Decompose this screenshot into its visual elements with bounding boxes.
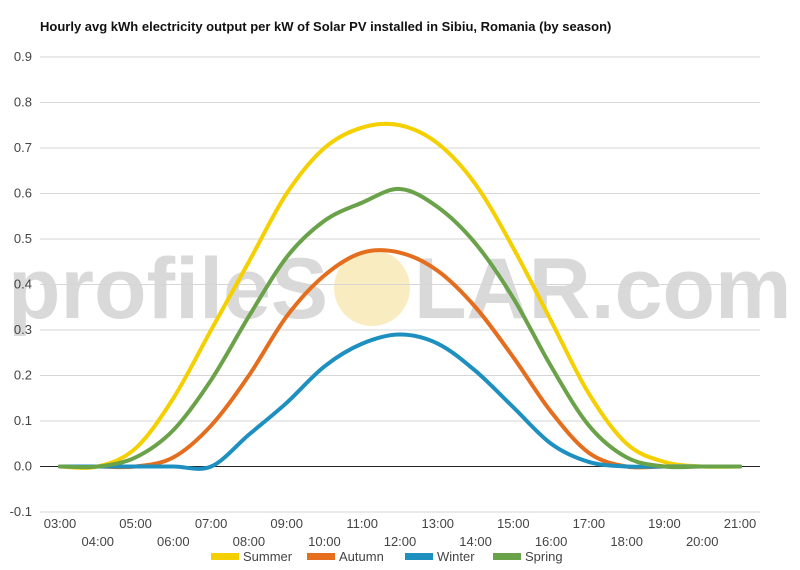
grid-lines [40, 56, 760, 513]
series-line-winter [58, 332, 742, 471]
series-line-summer [58, 121, 742, 470]
y-tick-label: 0.3 [14, 322, 32, 337]
series-lines [58, 121, 742, 471]
legend-label-winter: Winter [437, 549, 475, 564]
x-tick-label: 07:00 [195, 516, 228, 531]
x-tick-label: 09:00 [270, 516, 303, 531]
y-tick-label: -0.1 [10, 504, 32, 519]
y-tick-label: 0.5 [14, 231, 32, 246]
x-axis: 03:00 04:00 05:00 06:00 07:00 08:00 09:00 10:00… [44, 516, 757, 549]
legend: Summer Autumn Winter Spring [211, 549, 563, 564]
x-tick-label: 14:00 [459, 534, 492, 549]
y-tick-label: 0.7 [14, 140, 32, 155]
x-tick-label: 21:00 [724, 516, 757, 531]
legend-swatch-spring [493, 553, 521, 560]
x-tick-label: 20:00 [686, 534, 719, 549]
y-tick-label: 0.6 [14, 186, 32, 201]
x-tick-label: 05:00 [119, 516, 152, 531]
x-tick-label: 17:00 [573, 516, 606, 531]
chart-title: Hourly avg kWh electricity output per kW… [40, 19, 612, 34]
legend-label-spring: Spring [525, 549, 563, 564]
legend-swatch-summer [211, 553, 239, 560]
y-tick-label: 0.4 [14, 277, 32, 292]
x-tick-label: 18:00 [610, 534, 643, 549]
y-axis: 0.9 0.8 0.7 0.6 0.5 0.4 0.3 0.2 0.1 0.0 -0.1 [10, 49, 32, 519]
legend-label-summer: Summer [243, 549, 293, 564]
x-tick-label: 11:00 [346, 516, 378, 531]
x-tick-label: 12:00 [384, 534, 417, 549]
watermark-text-right: LAR.com [414, 241, 791, 337]
watermark-sun-icon [334, 250, 410, 326]
y-tick-label: 0.0 [14, 459, 32, 474]
x-tick-label: 10:00 [308, 534, 341, 549]
y-tick-label: 0.1 [14, 413, 32, 428]
x-tick-label: 19:00 [648, 516, 681, 531]
y-tick-label: 0.9 [14, 49, 32, 64]
x-tick-label: 15:00 [497, 516, 530, 531]
legend-label-autumn: Autumn [339, 549, 384, 564]
x-tick-label: 03:00 [44, 516, 77, 531]
y-tick-label: 0.8 [14, 95, 32, 110]
watermark: profileS LAR.com [8, 241, 791, 337]
x-tick-label: 06:00 [157, 534, 190, 549]
watermark-text-left: profileS [8, 241, 328, 337]
x-tick-label: 13:00 [422, 516, 455, 531]
legend-swatch-autumn [307, 553, 335, 560]
x-tick-label: 16:00 [535, 534, 568, 549]
legend-swatch-winter [405, 553, 433, 560]
x-tick-label: 04:00 [82, 534, 115, 549]
x-tick-label: 08:00 [233, 534, 266, 549]
series-line-spring [58, 186, 742, 470]
y-tick-label: 0.2 [14, 368, 32, 383]
